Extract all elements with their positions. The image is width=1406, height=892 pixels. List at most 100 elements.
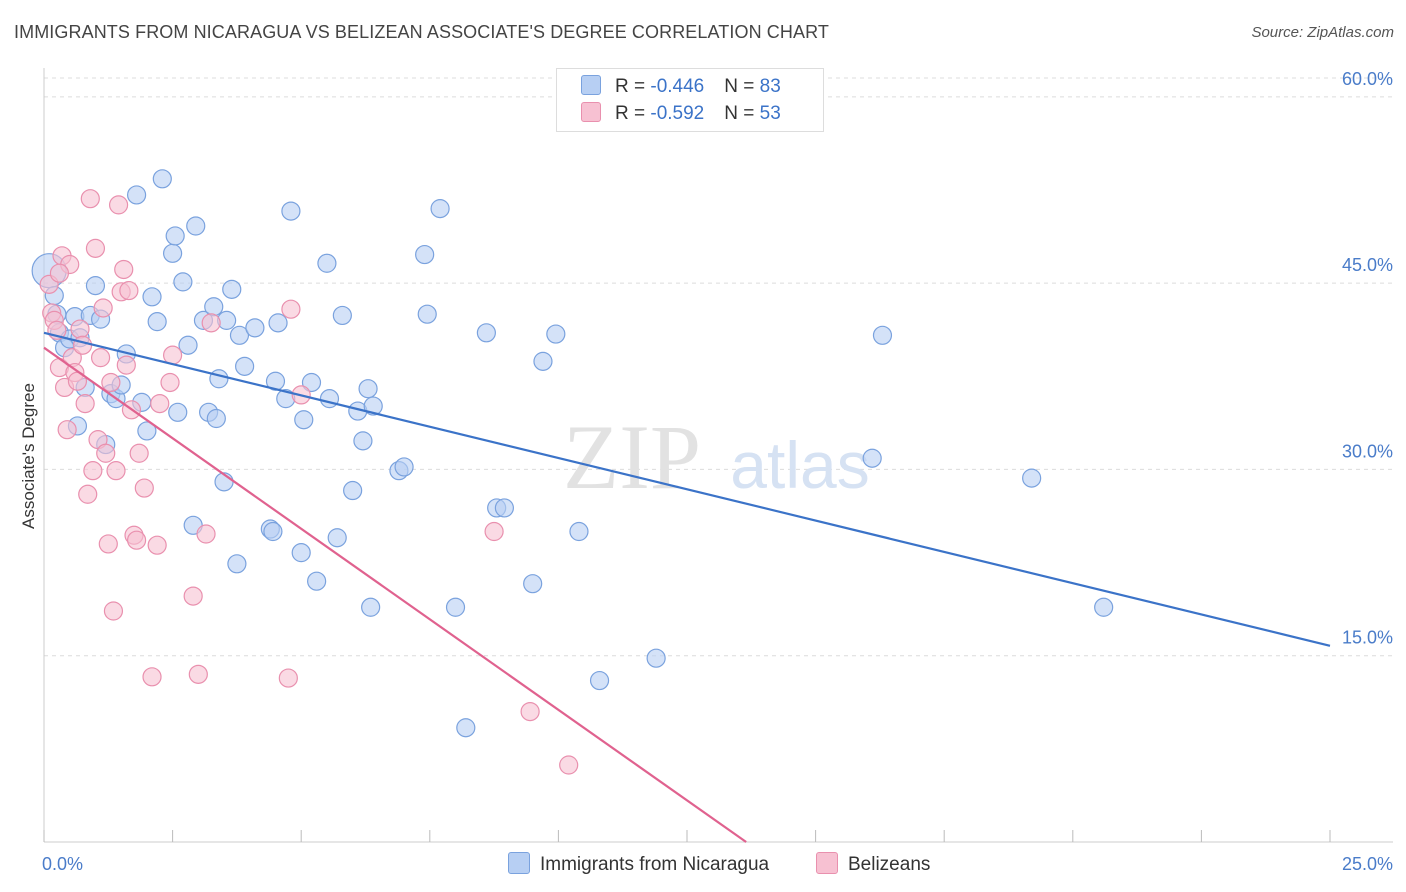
nicaragua-point	[343, 480, 363, 501]
nicaragua-point	[533, 351, 553, 371]
nicaragua-point	[227, 554, 247, 574]
stats-legend: R = -0.446 N = 83 R = -0.592 N = 53	[556, 68, 824, 132]
nicaragua-point	[209, 369, 229, 389]
chart-title: IMMIGRANTS FROM NICARAGUA VS BELIZEAN AS…	[14, 22, 829, 42]
nicaragua-point	[589, 670, 610, 691]
nicaragua-point	[361, 597, 381, 617]
belize-point	[83, 461, 103, 481]
nicaragua-point	[872, 325, 893, 345]
belize-point	[72, 335, 93, 355]
belize-point	[78, 484, 98, 504]
axes	[43, 68, 1393, 843]
belize-point	[129, 443, 149, 463]
legend-n-value: 53	[759, 103, 781, 124]
nicaragua-point	[332, 305, 352, 326]
nicaragua-point	[394, 457, 414, 477]
nicaragua-point	[363, 396, 383, 416]
legend-r-label: R =	[615, 76, 651, 97]
belize-point	[119, 280, 139, 301]
belize-point	[196, 524, 216, 544]
series-swatch-nicaragua	[508, 852, 530, 874]
nicaragua-point	[142, 287, 162, 307]
nicaragua-point	[147, 312, 167, 332]
nicaragua-trend-line	[43, 331, 1331, 647]
belize-point	[49, 263, 70, 283]
series-legend: Immigrants from Nicaragua Belizeans	[0, 852, 1406, 878]
nicaragua-point	[523, 574, 543, 594]
belize-point	[103, 601, 124, 621]
legend-n-label: N =	[724, 76, 760, 97]
data-points	[31, 169, 1114, 775]
legend-swatch-belize	[581, 102, 601, 122]
belize-point	[281, 299, 301, 319]
x-tick-label: 25.0%	[1342, 854, 1393, 874]
belize-point	[93, 298, 113, 318]
nicaragua-point	[186, 216, 206, 236]
nicaragua-point	[358, 379, 378, 399]
nicaragua-point	[206, 408, 226, 429]
belize-trend-line	[43, 346, 747, 843]
series-label-nicaragua: Immigrants from Nicaragua	[540, 854, 770, 875]
legend-row-nicaragua: R = -0.446 N = 83	[581, 75, 781, 99]
belize-point	[75, 393, 95, 414]
legend-row-belize: R = -0.592 N = 53	[581, 102, 781, 126]
y-tick-label: 15.0%	[1342, 628, 1393, 648]
series-legend-nicaragua[interactable]: Immigrants from Nicaragua	[508, 852, 769, 876]
legend-r-label: R =	[615, 103, 651, 124]
watermark-zip: ZIP	[563, 406, 701, 508]
belize-point	[147, 535, 167, 555]
belize-point	[520, 701, 540, 722]
nicaragua-point	[445, 597, 466, 617]
nicaragua-point	[546, 324, 566, 344]
nicaragua-point	[317, 253, 337, 273]
belize-point	[188, 664, 208, 684]
nicaragua-point	[307, 571, 327, 591]
belize-point	[183, 586, 203, 606]
source-label: Source: ZipAtlas.com	[1251, 24, 1394, 41]
belize-point	[142, 667, 162, 687]
belize-point	[116, 355, 136, 375]
belize-point	[85, 238, 106, 258]
belize-point	[150, 393, 170, 414]
nicaragua-point	[430, 199, 450, 219]
belize-point	[160, 372, 180, 393]
belize-point	[106, 461, 126, 481]
legend-n-label: N =	[724, 103, 760, 124]
nicaragua-point	[301, 372, 322, 393]
nicaragua-point	[222, 279, 242, 299]
nicaragua-point	[417, 304, 437, 324]
nicaragua-point	[126, 185, 147, 205]
belize-point	[70, 319, 90, 339]
nicaragua-point	[168, 402, 188, 422]
nicaragua-point	[353, 431, 373, 451]
watermark-atlas: atlas	[730, 428, 869, 502]
legend-n-value: 83	[759, 76, 781, 97]
nicaragua-point	[152, 169, 172, 189]
series-legend-belize[interactable]: Belizeans	[816, 852, 930, 876]
belize-point	[80, 189, 100, 209]
belize-point	[57, 420, 77, 440]
belize-point	[201, 313, 221, 333]
belize-point	[114, 259, 134, 280]
x-tick-label: 0.0%	[42, 854, 83, 874]
nicaragua-point	[281, 201, 301, 221]
nicaragua-point	[476, 323, 496, 343]
belize-point	[98, 534, 118, 554]
belize-point	[90, 348, 111, 368]
y-tick-label: 30.0%	[1342, 441, 1393, 461]
series-label-belize: Belizeans	[848, 854, 931, 875]
nicaragua-point	[494, 498, 514, 518]
nicaragua-point	[85, 276, 106, 296]
y-tick-label: 45.0%	[1342, 255, 1393, 275]
y-axis-label: Associate's Degree	[19, 383, 38, 529]
belize-point	[134, 478, 154, 498]
nicaragua-point	[1022, 468, 1042, 488]
nicaragua-point	[291, 543, 311, 563]
nicaragua-point	[1094, 597, 1114, 617]
nicaragua-point	[456, 718, 476, 738]
nicaragua-point	[862, 448, 882, 468]
series-swatch-belize	[816, 852, 838, 874]
legend-r-value: -0.446	[650, 76, 705, 97]
legend-swatch-nicaragua	[581, 75, 601, 95]
